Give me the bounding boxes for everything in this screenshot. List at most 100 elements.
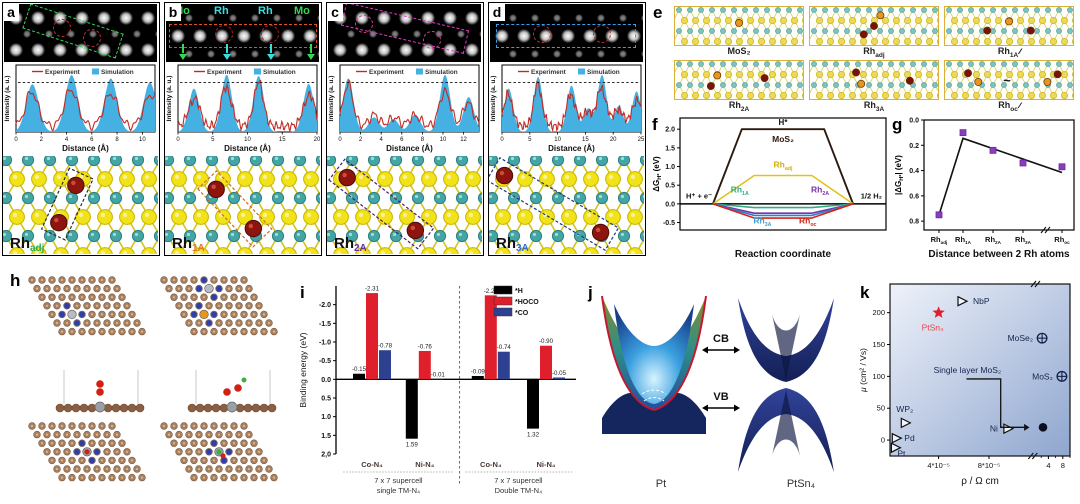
x-tick: 20 bbox=[314, 137, 320, 143]
k-x-tick: 4 bbox=[1046, 461, 1050, 470]
panel-e: e MoS₂ Rhadj Rh1A ∕∕ Rh2A Rh3A ~ Rhoc ∕∕ bbox=[650, 2, 1080, 113]
stem-atom bbox=[9, 43, 23, 57]
stem-atom-dim bbox=[251, 14, 259, 22]
stem-atom bbox=[303, 29, 317, 43]
lattice-model-b: Rh1A bbox=[165, 156, 320, 254]
y-axis-label: Intensity (a. u.) bbox=[328, 76, 335, 122]
bar-H bbox=[353, 373, 365, 380]
tm-atom bbox=[199, 309, 209, 320]
triangle-marker bbox=[957, 295, 969, 307]
x-tick: 10 bbox=[440, 137, 447, 143]
bar-H bbox=[471, 375, 484, 380]
stem-atom bbox=[31, 11, 45, 25]
bar-value-label: -0.15 bbox=[352, 366, 367, 373]
x-tick: 15 bbox=[279, 137, 286, 143]
k-point-label-Pd: Pd bbox=[904, 433, 915, 443]
stem-atom bbox=[465, 11, 479, 25]
bar-value-label: -0.09 bbox=[471, 368, 486, 375]
stem-atom-dim bbox=[273, 14, 281, 22]
panel-letter-d: d bbox=[489, 3, 505, 21]
bar-H bbox=[405, 379, 418, 439]
stem-atom bbox=[517, 29, 531, 43]
schematic-label: Rh2A bbox=[728, 100, 750, 113]
x-tick: 8 bbox=[421, 137, 425, 143]
single-rh-atom bbox=[876, 11, 885, 20]
rh-pair-atom bbox=[905, 76, 914, 85]
stem-atom-label: Rh bbox=[214, 5, 229, 17]
stem-atom-dim bbox=[597, 14, 605, 22]
bar-HOCO bbox=[418, 350, 431, 380]
annotation-single-layer-mos2: Single layer MoS₂ bbox=[934, 365, 1002, 375]
i-group-category: Co-N₄ bbox=[361, 460, 383, 469]
stem-atom-dim bbox=[597, 50, 605, 58]
k-y-tick: 0 bbox=[881, 436, 885, 445]
stem-atom bbox=[561, 29, 575, 43]
energy-path-oc bbox=[712, 203, 854, 219]
stem-atom-dim bbox=[23, 30, 31, 38]
stem-atom bbox=[193, 29, 207, 43]
column-arrow-head bbox=[223, 54, 231, 60]
stem-atom-dim bbox=[575, 14, 583, 22]
x-tick: 8 bbox=[115, 137, 119, 143]
bar-value-label: -0.76 bbox=[418, 343, 433, 350]
i-y-tick: -1.5 bbox=[319, 321, 331, 328]
stem-atom bbox=[141, 43, 155, 57]
legend-experiment: Experiment bbox=[369, 69, 405, 76]
stem-atom bbox=[31, 43, 45, 57]
hoco-o-atom bbox=[223, 388, 231, 396]
n-atom bbox=[89, 457, 95, 464]
stem-atom bbox=[443, 11, 457, 25]
g-y-axis-label: |ΔGH*| (eV) bbox=[894, 155, 905, 195]
legend-simulation: Simulation bbox=[425, 69, 458, 76]
k-point-label-PtSn₄: PtSn₄ bbox=[922, 323, 944, 333]
supercell-title: 7 x 7 supercell bbox=[494, 476, 543, 485]
stem-atom bbox=[119, 43, 133, 57]
stem-atom-dim bbox=[185, 50, 193, 58]
adsorbate-atom bbox=[216, 449, 222, 455]
legend-experiment: Experiment bbox=[45, 69, 81, 76]
single-rh-atom bbox=[1005, 17, 1013, 26]
panel-c: c Experiment Simulation 0 2 4 6 8 10 12 Distance (… bbox=[326, 2, 484, 256]
g-y-tick: 0.2 bbox=[909, 143, 919, 150]
legend-experiment: Experiment bbox=[531, 69, 567, 76]
column-arrow bbox=[226, 44, 228, 53]
stem-atom-dim bbox=[553, 14, 561, 22]
data-point-square bbox=[935, 211, 943, 219]
stem-atom-label: Rh bbox=[258, 5, 273, 17]
stem-atom-label: Mo bbox=[294, 5, 310, 17]
stem-atom bbox=[53, 43, 67, 57]
energy-path-1A bbox=[712, 203, 854, 209]
stem-image-c bbox=[328, 4, 481, 62]
column-arrow-head bbox=[267, 54, 275, 60]
panel-d: d Experiment Simulation 0 5 10 15 20 25 Distance … bbox=[488, 2, 646, 256]
i-group-category: Co-N₄ bbox=[480, 460, 502, 469]
panel-letter-k: k bbox=[860, 283, 870, 302]
x-tick: 5 bbox=[528, 137, 532, 143]
panel-g: g 0.0 0.2 0.4 0.6 0.8 Rhadj Rh1A Rh2A Rh3A Rhoc Di… bbox=[892, 112, 1080, 264]
stem-atom-dim bbox=[641, 14, 643, 22]
panel-f: f 2.0 1.5 1.0 0.5 0.0 -0.5 H* MoS₂ Rhadj H⁺ + e⁻ 1… bbox=[650, 112, 892, 264]
schematic-label: MoS₂ bbox=[727, 46, 751, 56]
x-tick: 10 bbox=[244, 137, 251, 143]
stem-atom-dim bbox=[295, 50, 303, 58]
x-tick: 6 bbox=[90, 137, 94, 143]
x-tick: 2 bbox=[40, 137, 44, 143]
stem-atom bbox=[237, 29, 251, 43]
stem-image-a bbox=[4, 4, 157, 62]
bar-value-label: -0.90 bbox=[539, 338, 554, 345]
bar-CO bbox=[379, 350, 391, 380]
rh-site-circle bbox=[215, 25, 233, 43]
rh-pair-atom bbox=[1053, 70, 1062, 79]
k-y-tick: 50 bbox=[877, 404, 885, 413]
i-y-axis-label: Binding energy (eV) bbox=[298, 332, 308, 407]
i-y-tick: -0.5 bbox=[319, 358, 331, 365]
x-tick: 20 bbox=[610, 137, 617, 143]
triangle-marker bbox=[890, 442, 902, 454]
g-x-category: Rh1A bbox=[955, 235, 972, 245]
free-energy-chart: 2.0 1.5 1.0 0.5 0.0 -0.5 H* MoS₂ Rhadj H⁺ + e⁻ 1/2… bbox=[652, 117, 887, 260]
rh-site-circle bbox=[593, 25, 611, 43]
k-x-tick: 8 bbox=[1061, 461, 1065, 470]
n-atom bbox=[216, 285, 222, 292]
f-y-axis-label: ΔGH* (eV) bbox=[652, 156, 663, 192]
